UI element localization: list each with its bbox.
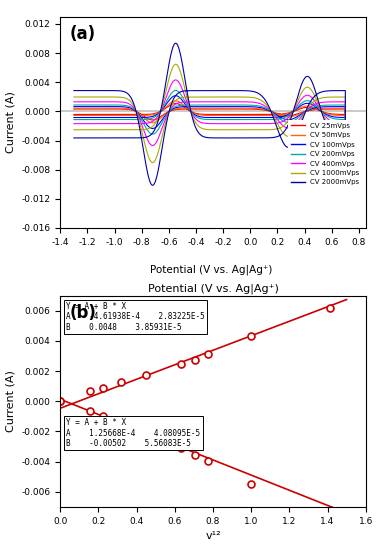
CV 2000mVps	[241, 87, 246, 94]
CV 400mVps	[150, 142, 155, 149]
CV 400mVps	[72, 99, 76, 105]
Line: CV 100mVps: CV 100mVps	[74, 96, 345, 129]
CV 100mVps	[191, 103, 195, 110]
CV 200mVps	[150, 131, 155, 138]
CV 1000mVps	[292, 106, 296, 113]
Line: CV 50mVps: CV 50mVps	[74, 101, 345, 123]
CV 1000mVps	[181, 94, 185, 101]
CV 50mVps	[191, 105, 195, 111]
CV 50mVps	[311, 104, 316, 111]
CV 2000mVps	[292, 105, 296, 111]
Text: (a): (a)	[69, 25, 96, 43]
Text: (b): (b)	[69, 304, 97, 322]
CV 100mVps	[72, 103, 76, 110]
Y-axis label: Current (A): Current (A)	[6, 370, 16, 432]
CV 400mVps	[292, 106, 296, 113]
CV 1000mVps	[311, 91, 316, 97]
X-axis label: v¹²: v¹²	[205, 531, 221, 541]
Text: Y = A + B * X
A    1.25668E-4    4.08095E-5
B    -0.00502    5.56083E-5: Y = A + B * X A 1.25668E-4 4.08095E-5 B …	[66, 418, 201, 448]
CV 100mVps	[181, 104, 185, 110]
CV 25mVps	[292, 108, 296, 114]
CV 2000mVps	[173, 40, 178, 47]
CV 2000mVps	[150, 182, 155, 189]
CV 200mVps	[72, 116, 76, 123]
CV 50mVps	[72, 112, 76, 119]
CV 400mVps	[181, 99, 185, 105]
CV 1000mVps	[72, 126, 76, 133]
CV 100mVps	[241, 103, 246, 110]
CV 1000mVps	[127, 126, 132, 133]
CV 25mVps	[311, 105, 316, 112]
CV 400mVps	[191, 99, 195, 105]
CV 200mVps	[311, 100, 316, 107]
CV 25mVps	[72, 106, 76, 113]
CV 400mVps	[72, 120, 76, 127]
CV 50mVps	[181, 105, 185, 111]
CV 25mVps	[241, 106, 246, 113]
Legend: CV 25mVps, CV 50mVps, CV 100mVps, CV 200mVps, CV 400mVps, CV 1000mVps, CV 2000mV: CV 25mVps, CV 50mVps, CV 100mVps, CV 200…	[288, 120, 362, 188]
CV 25mVps	[150, 116, 155, 123]
Line: CV 25mVps: CV 25mVps	[74, 104, 345, 120]
CV 2000mVps	[311, 83, 316, 90]
Line: CV 200mVps: CV 200mVps	[74, 90, 345, 134]
CV 400mVps	[311, 96, 316, 103]
CV 100mVps	[292, 108, 296, 114]
Line: CV 1000mVps: CV 1000mVps	[74, 64, 345, 163]
Title: Potential (V vs. Ag|Ag⁺): Potential (V vs. Ag|Ag⁺)	[147, 284, 279, 294]
CV 25mVps	[127, 111, 132, 118]
Line: CV 2000mVps: CV 2000mVps	[74, 43, 345, 185]
CV 200mVps	[241, 102, 246, 109]
CV 2000mVps	[127, 135, 132, 141]
CV 25mVps	[173, 100, 178, 107]
CV 1000mVps	[241, 94, 246, 100]
CV 25mVps	[72, 111, 76, 118]
CV 25mVps	[191, 106, 195, 113]
CV 2000mVps	[181, 88, 185, 95]
CV 200mVps	[173, 87, 178, 94]
CV 400mVps	[173, 77, 178, 84]
CV 50mVps	[241, 105, 246, 111]
CV 100mVps	[72, 114, 76, 121]
Line: CV 400mVps: CV 400mVps	[74, 80, 345, 145]
CV 50mVps	[173, 97, 178, 104]
CV 100mVps	[150, 125, 155, 132]
CV 2000mVps	[72, 135, 76, 141]
Y-axis label: Current (A): Current (A)	[6, 91, 16, 153]
CV 100mVps	[173, 92, 178, 99]
CV 2000mVps	[72, 87, 76, 94]
CV 200mVps	[127, 116, 132, 123]
CV 50mVps	[127, 112, 132, 119]
CV 400mVps	[127, 120, 132, 127]
CV 200mVps	[191, 102, 195, 109]
CV 1000mVps	[191, 94, 195, 100]
CV 1000mVps	[150, 159, 155, 166]
CV 25mVps	[181, 106, 185, 113]
CV 100mVps	[311, 102, 316, 109]
CV 1000mVps	[72, 94, 76, 100]
CV 100mVps	[127, 114, 132, 121]
CV 1000mVps	[173, 61, 178, 67]
CV 2000mVps	[191, 87, 195, 94]
CV 200mVps	[181, 102, 185, 109]
CV 200mVps	[292, 107, 296, 114]
CV 50mVps	[72, 105, 76, 111]
CV 200mVps	[72, 102, 76, 109]
Text: Potential (V vs. Ag|Ag⁺): Potential (V vs. Ag|Ag⁺)	[150, 265, 272, 275]
Text: Y = A + B * X
A    -4.61938E-4    2.83225E-5
B    0.0048    3.85931E-5: Y = A + B * X A -4.61938E-4 2.83225E-5 B…	[66, 302, 205, 332]
CV 400mVps	[241, 99, 246, 105]
CV 50mVps	[292, 108, 296, 114]
CV 50mVps	[150, 119, 155, 126]
